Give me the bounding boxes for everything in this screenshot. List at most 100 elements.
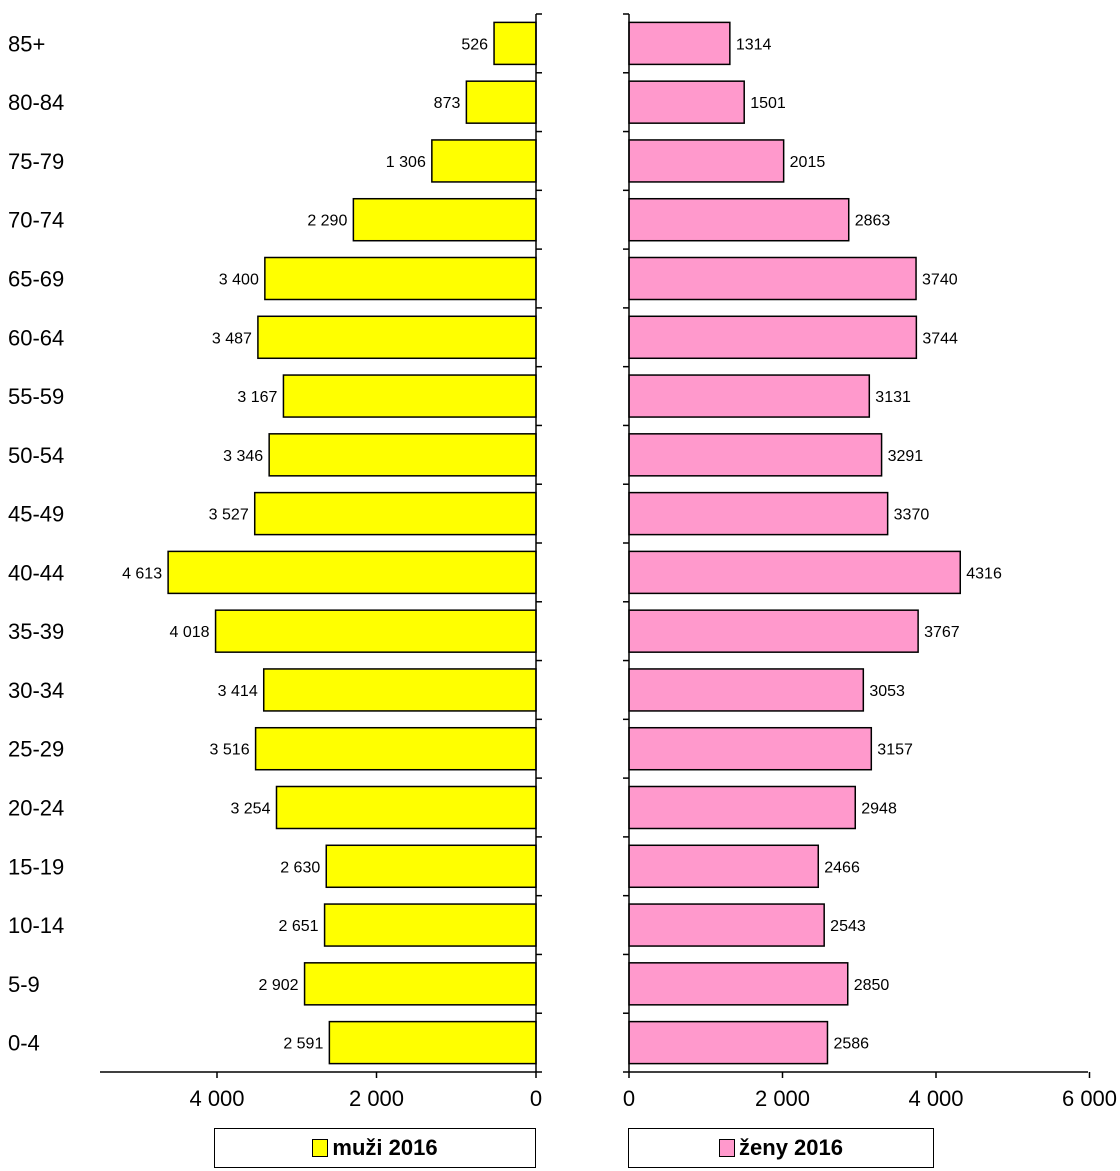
value-label-muzi-5-9: 2 902 — [259, 977, 299, 994]
value-label-muzi-80-84: 873 — [434, 95, 461, 112]
value-label-muzi-0-4: 2 591 — [283, 1036, 323, 1053]
bar-zeny-25-29 — [628, 726, 873, 771]
age-label-30-34: 30-34 — [8, 678, 64, 703]
value-label-muzi-50-54: 3 346 — [223, 448, 263, 465]
value-label-muzi-85+: 526 — [461, 36, 488, 53]
legend-label-zeny: ženy 2016 — [739, 1135, 843, 1160]
bar-muzi-15-19 — [325, 844, 537, 889]
value-label-muzi-65-69: 3 400 — [219, 272, 259, 289]
value-label-zeny-20-24: 2948 — [861, 801, 897, 818]
value-label-muzi-20-24: 3 254 — [230, 801, 270, 818]
age-label-65-69: 65-69 — [8, 267, 64, 292]
tick-label-muzi: 2 000 — [349, 1086, 404, 1111]
bar-muzi-70-74 — [352, 197, 537, 242]
value-label-muzi-55-59: 3 167 — [237, 389, 277, 406]
age-label-45-49: 45-49 — [8, 502, 64, 527]
tick-label-zeny: 2 000 — [755, 1086, 810, 1111]
value-label-zeny-85+: 1314 — [736, 36, 772, 53]
bar-zeny-65-69 — [628, 256, 917, 301]
bar-zeny-70-74 — [628, 197, 850, 242]
value-label-zeny-75-79: 2015 — [790, 154, 826, 171]
bar-zeny-0-4 — [628, 1020, 829, 1065]
value-label-zeny-25-29: 3157 — [877, 742, 913, 759]
value-label-zeny-80-84: 1501 — [750, 95, 786, 112]
age-label-75-79: 75-79 — [8, 149, 64, 174]
age-label-55-59: 55-59 — [8, 384, 64, 409]
value-label-muzi-10-14: 2 651 — [279, 918, 319, 935]
value-label-zeny-50-54: 3291 — [888, 448, 924, 465]
tick-label-muzi: 4 000 — [189, 1086, 244, 1111]
population-pyramid-chart: 0-4 5-9 10-14 15-19 20-24 25-29 30-34 35-39 40-4… — [8, 13, 1117, 1111]
age-label-70-74: 70-74 — [8, 208, 64, 233]
bar-muzi-45-49 — [253, 491, 537, 536]
bar-muzi-55-59 — [282, 374, 537, 418]
age-label-15-19: 15-19 — [8, 854, 64, 879]
value-label-zeny-15-19: 2466 — [824, 859, 860, 876]
tick-label-muzi: 0 — [530, 1086, 542, 1111]
bar-zeny-15-19 — [628, 844, 820, 889]
value-label-zeny-70-74: 2863 — [855, 213, 891, 230]
bar-muzi-75-79 — [431, 139, 537, 183]
value-label-zeny-65-69: 3740 — [922, 272, 958, 289]
value-label-muzi-70-74: 2 290 — [307, 213, 347, 230]
legend-muzi: muži 2016 — [214, 1128, 536, 1168]
value-label-zeny-5-9: 2850 — [854, 977, 890, 994]
tick-label-zeny: 6 000 — [1062, 1086, 1117, 1111]
legend-zeny: ženy 2016 — [628, 1128, 934, 1168]
bar-zeny-80-84 — [628, 80, 745, 124]
value-label-muzi-45-49: 3 527 — [209, 507, 249, 524]
age-label-0-4: 0-4 — [8, 1031, 40, 1056]
value-label-zeny-30-34: 3053 — [869, 683, 905, 700]
value-label-muzi-40-44: 4 613 — [122, 565, 162, 582]
bar-zeny-20-24 — [628, 785, 857, 830]
value-label-zeny-60-64: 3744 — [922, 330, 958, 347]
value-label-zeny-40-44: 4316 — [966, 565, 1002, 582]
value-label-zeny-0-4: 2586 — [833, 1036, 869, 1053]
value-label-zeny-55-59: 3131 — [875, 389, 911, 406]
bar-zeny-30-34 — [628, 668, 865, 712]
value-label-zeny-45-49: 3370 — [894, 507, 930, 524]
value-label-muzi-75-79: 1 306 — [386, 154, 426, 171]
age-label-50-54: 50-54 — [8, 443, 64, 468]
bar-zeny-55-59 — [628, 374, 871, 418]
bar-muzi-65-69 — [264, 256, 537, 301]
age-label-35-39: 35-39 — [8, 619, 64, 644]
bar-zeny-5-9 — [628, 962, 849, 1006]
age-label-40-44: 40-44 — [8, 560, 64, 585]
bar-zeny-10-14 — [628, 903, 825, 947]
legend-swatch-zeny — [719, 1139, 736, 1157]
bar-muzi-25-29 — [254, 726, 537, 771]
legend-swatch-muzi — [312, 1139, 329, 1157]
value-label-muzi-15-19: 2 630 — [280, 859, 320, 876]
bar-muzi-30-34 — [262, 668, 537, 712]
bar-zeny-60-64 — [628, 315, 918, 360]
bar-muzi-50-54 — [268, 433, 537, 477]
bar-muzi-80-84 — [465, 80, 537, 124]
bar-muzi-20-24 — [275, 785, 537, 830]
value-label-zeny-10-14: 2543 — [830, 918, 866, 935]
value-label-muzi-35-39: 4 018 — [170, 624, 210, 641]
age-label-10-14: 10-14 — [8, 913, 64, 938]
bar-muzi-35-39 — [214, 609, 537, 653]
age-label-20-24: 20-24 — [8, 796, 64, 821]
bar-muzi-40-44 — [167, 550, 537, 595]
value-label-muzi-60-64: 3 487 — [212, 330, 252, 347]
legend-label-muzi: muži 2016 — [332, 1135, 438, 1160]
bar-zeny-85+ — [628, 21, 731, 66]
value-label-zeny-35-39: 3767 — [924, 624, 960, 641]
bar-muzi-60-64 — [257, 315, 537, 360]
value-label-muzi-30-34: 3 414 — [218, 683, 258, 700]
age-label-25-29: 25-29 — [8, 737, 64, 762]
age-label-60-64: 60-64 — [8, 325, 64, 350]
tick-label-zeny: 4 000 — [908, 1086, 963, 1111]
value-label-muzi-25-29: 3 516 — [210, 742, 250, 759]
bar-zeny-50-54 — [628, 433, 883, 477]
bar-muzi-0-4 — [328, 1020, 537, 1065]
bar-muzi-85+ — [493, 21, 537, 66]
tick-label-zeny: 0 — [623, 1086, 635, 1111]
age-label-85+: 85+ — [8, 31, 45, 56]
bar-zeny-40-44 — [628, 550, 962, 595]
bar-muzi-10-14 — [323, 903, 537, 947]
bar-zeny-75-79 — [628, 139, 785, 183]
bar-zeny-35-39 — [628, 609, 919, 653]
